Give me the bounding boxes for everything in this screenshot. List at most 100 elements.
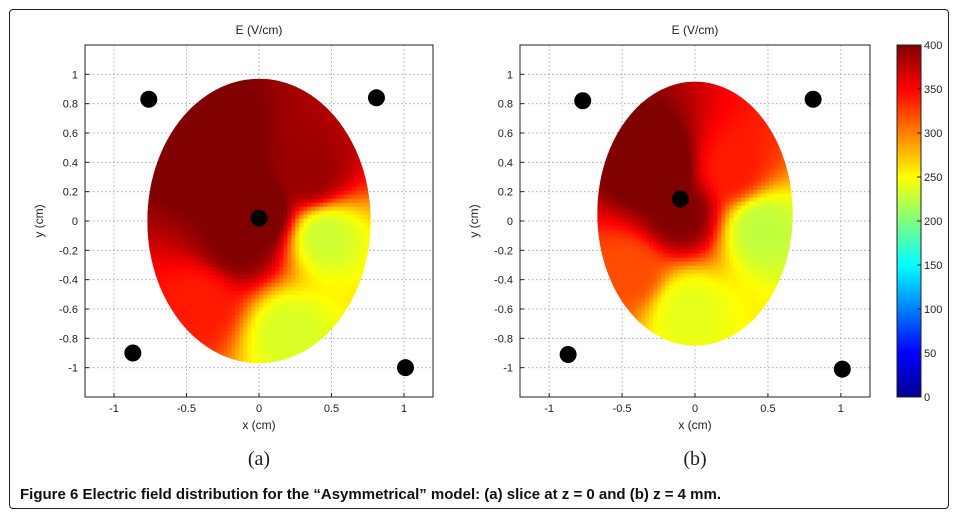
heat-cell [183,306,188,312]
heat-cell [279,318,284,324]
heat-cell [331,150,336,156]
heat-cell [283,162,288,168]
heat-cell [769,129,774,135]
heat-cell [339,126,344,132]
heat-cell [147,194,152,200]
heat-cell [661,97,666,103]
heat-cell [625,141,630,147]
heat-cell [299,118,304,124]
heat-cell [179,134,184,140]
heat-cell [287,122,292,128]
heat-cell [307,270,312,276]
heat-cell [661,93,666,99]
heat-cell [757,129,762,135]
heat-cell [307,238,312,244]
heat-cell [697,85,702,91]
heat-cell [761,117,766,123]
heat-cell [219,158,224,164]
heat-cell [279,226,284,232]
heat-cell [235,250,240,256]
heat-cell [279,154,284,160]
heat-cell [729,129,734,135]
heat-cell [625,117,630,123]
heat-cell [287,346,292,352]
heat-cell [705,117,710,123]
heat-cell [661,117,666,123]
heat-cell [275,170,280,176]
heat-cell [295,326,300,332]
heat-cell [267,262,272,268]
heat-cell [327,174,332,180]
heat-cell [323,262,328,268]
heat-cell [279,190,284,196]
heat-cell [661,89,666,95]
heat-cell [259,102,264,108]
heat-cell [223,318,228,324]
heat-cell [219,146,224,152]
heat-cell [669,125,674,131]
heat-cell [331,246,336,252]
heat-cell [211,298,216,304]
heat-cell [167,250,172,256]
y-axis-label: y (cm) [32,204,46,237]
heat-cell [243,310,248,316]
heat-cell [645,105,650,111]
heat-cell [247,90,252,96]
heat-cell [291,258,296,264]
heat-cell [255,270,260,276]
heat-cell [267,146,272,152]
heat-cell [307,278,312,284]
heat-cell [243,230,248,236]
heat-cell [211,146,216,152]
heat-cell [307,198,312,204]
heat-cell [287,250,292,256]
heat-cell [709,125,714,131]
heat-cell [175,214,180,220]
heat-cell [243,206,248,212]
heat-cell [255,206,260,212]
heat-cell [179,238,184,244]
heat-cell [199,330,204,336]
heat-cell [709,113,714,119]
heat-cell [267,258,272,264]
heat-cell [267,142,272,148]
heat-cell [215,334,220,340]
heat-cell [203,110,208,116]
heat-cell [657,141,662,147]
heat-cell [275,282,280,288]
heat-cell [283,326,288,332]
heat-cell [215,286,220,292]
heat-cell [163,234,168,240]
heat-cell [283,210,288,216]
heat-cell [649,109,654,115]
heat-cell [227,154,232,160]
heat-cell [347,278,352,284]
heat-cell [331,166,336,172]
heat-cell [267,126,272,132]
heat-cell [279,98,284,104]
heat-cell [335,278,340,284]
heat-cell [227,342,232,348]
heat-cell [251,346,256,352]
heat-cell [259,110,264,116]
heat-cell [323,322,328,328]
heat-cell [183,198,188,204]
heat-cell [335,158,340,164]
heat-cell [331,314,336,320]
heat-cell [307,258,312,264]
heat-cell [151,218,156,224]
heat-cell [275,198,280,204]
heat-cell [203,118,208,124]
heat-cell [271,166,276,172]
heat-cell [315,218,320,224]
heat-cell [163,294,168,300]
heat-cell [733,145,738,151]
heat-cell [171,134,176,140]
heat-cell [299,258,304,264]
heat-cell [343,254,348,260]
heat-cell [179,246,184,252]
heat-cell [311,130,316,136]
heat-cell [295,94,300,100]
heat-cell [291,186,296,192]
heat-cell [689,85,694,91]
